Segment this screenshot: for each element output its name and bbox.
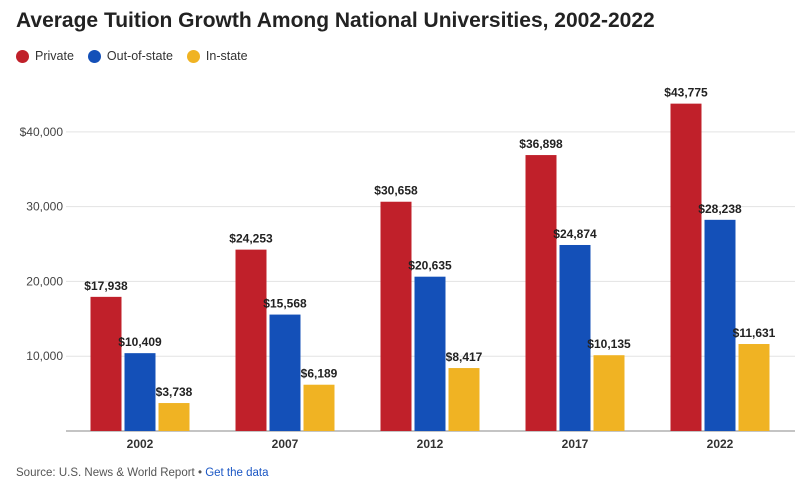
legend-item-private: Private (16, 49, 74, 63)
legend: Private Out-of-state In-state (16, 49, 248, 63)
legend-label-out-of-state: Out-of-state (106, 49, 173, 63)
legend-label-private: Private (35, 49, 74, 63)
data-label-private-2022: $43,775 (664, 86, 708, 100)
bar-in-state-2002 (158, 403, 190, 431)
bar-in-state-2012 (448, 368, 480, 431)
bar-out-of-state-2007 (269, 314, 301, 431)
data-label-in-state-2022: $11,631 (733, 326, 776, 340)
y-tick-label-10000: 10,000 (26, 349, 63, 363)
bar-out-of-state-2002 (124, 353, 156, 431)
footer-separator: • (197, 467, 202, 479)
bar-private-2022 (670, 103, 702, 431)
y-tick-label-30000: 30,000 (26, 200, 63, 214)
bar-private-2017 (525, 155, 557, 431)
legend-label-in-state: In-state (205, 49, 248, 63)
data-label-in-state-2017: $10,135 (587, 337, 631, 351)
legend-swatch-out-of-state (87, 49, 101, 63)
bar-out-of-state-2017 (559, 244, 591, 431)
data-label-private-2002: $17,938 (84, 279, 128, 293)
legend-item-in-state: In-state (186, 49, 248, 63)
bar-out-of-state-2022 (704, 219, 736, 431)
x-tick-label-2002: 2002 (127, 437, 154, 451)
bar-chart: 10,000 20,000 30,000 $40,000 $17,938 $10,409 $… (20, 86, 795, 451)
data-label-out-of-state-2022: $28,238 (698, 202, 742, 216)
footer: Source: U.S. News & World Report • Get t… (16, 467, 268, 479)
get-the-data-link[interactable]: Get the data (205, 467, 269, 479)
legend-swatch-in-state (186, 49, 200, 63)
data-label-out-of-state-2012: $20,635 (408, 259, 452, 273)
bar-private-2007 (235, 249, 267, 431)
bar-in-state-2022 (738, 344, 770, 431)
x-tick-label-2007: 2007 (272, 437, 299, 451)
bar-private-2002 (90, 296, 122, 431)
bar-in-state-2017 (593, 355, 625, 431)
data-label-private-2017: $36,898 (519, 137, 563, 151)
data-label-private-2007: $24,253 (229, 232, 273, 246)
legend-swatch-private (16, 49, 29, 63)
x-tick-label-2022: 2022 (707, 437, 734, 451)
data-label-out-of-state-2017: $24,874 (553, 227, 597, 241)
data-label-out-of-state-2007: $15,568 (263, 297, 307, 311)
y-tick-label-20000: 20,000 (26, 274, 63, 288)
chart-title: Average Tuition Growth Among National Un… (16, 9, 655, 32)
data-label-private-2012: $30,658 (374, 184, 418, 198)
x-tick-label-2012: 2012 (417, 437, 444, 451)
bar-private-2012 (380, 201, 412, 431)
legend-item-out-of-state: Out-of-state (87, 49, 173, 63)
y-tick-label-40000: $40,000 (20, 125, 64, 139)
data-label-out-of-state-2002: $10,409 (118, 335, 162, 349)
data-label-in-state-2002: $3,738 (156, 385, 193, 399)
data-label-in-state-2007: $6,189 (301, 367, 338, 381)
x-tick-label-2017: 2017 (562, 437, 589, 451)
bar-out-of-state-2012 (414, 276, 446, 431)
data-label-in-state-2012: $8,417 (446, 350, 483, 364)
source-text: Source: U.S. News & World Report (16, 467, 195, 479)
bar-in-state-2007 (303, 384, 335, 431)
